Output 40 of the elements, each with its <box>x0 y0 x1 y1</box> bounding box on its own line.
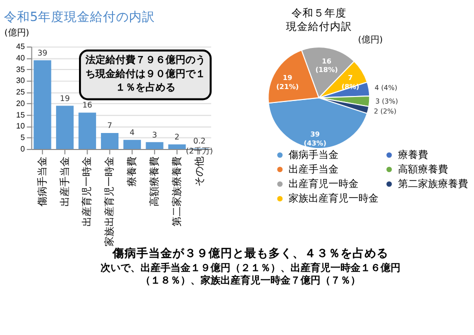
data-label: 39 <box>37 48 48 58</box>
chart-title: 令和５年度 <box>291 6 346 20</box>
bar <box>146 142 164 149</box>
data-label: 7 <box>107 121 112 130</box>
x-tick-label: 出産手当金 <box>58 156 71 206</box>
text: (億円) <box>358 34 383 46</box>
chart-title: 令和5年度現金給付の内訳 <box>4 9 155 24</box>
x-tick-label: 第二家族療養費 <box>170 156 183 226</box>
y-tick-label: 25 <box>16 88 26 97</box>
y-tick-label: 35 <box>16 64 26 74</box>
bar <box>34 60 52 149</box>
text: 次いで、出産手当金１９億円（２１％）、出産育児一時金１６億円（１８％）、家族出産育児一時金７億円（７％） <box>100 262 401 287</box>
y-tick-label: 15 <box>16 110 26 120</box>
x-tick-label: 家族出産育児一時金 <box>104 156 116 246</box>
y-tick-label: 10 <box>16 122 26 131</box>
bar <box>123 140 141 149</box>
data-label: 3 <box>152 130 158 140</box>
x-tick-label: 高額療養費 <box>148 156 161 206</box>
bar <box>78 112 96 149</box>
bar <box>168 144 186 149</box>
x-tick-label: 出産育児一時金 <box>81 156 94 226</box>
y-tick-label: 20 <box>16 98 26 108</box>
x-tick-label: 療養費 <box>126 156 138 186</box>
x-tick-label: 傷病手当金 <box>36 156 48 206</box>
text: 傷病手当金が３９億円と最も多く、４３％を占める <box>112 246 389 260</box>
annotation: 法定給付費７９６億円のうち現金給付は９０億円で１１％を占める <box>84 54 206 94</box>
y-axis-title: (億円) <box>4 27 30 38</box>
bar <box>56 106 74 149</box>
chart-subtitle: 現金給付内訳 <box>286 20 352 33</box>
x-tick-label: その他 <box>193 156 206 186</box>
data-label: 16 <box>82 100 92 110</box>
y-tick-label: 30 <box>16 76 26 86</box>
data-label: 4 <box>130 128 135 137</box>
data-label: 19 <box>60 94 70 103</box>
y-tick-label: 0 <box>20 144 26 154</box>
data-label: 2 <box>174 132 180 142</box>
bar <box>100 133 118 149</box>
y-tick-label: 45 <box>16 42 26 52</box>
y-tick-label: 5 <box>20 133 26 142</box>
y-tick-label: 40 <box>16 53 26 62</box>
